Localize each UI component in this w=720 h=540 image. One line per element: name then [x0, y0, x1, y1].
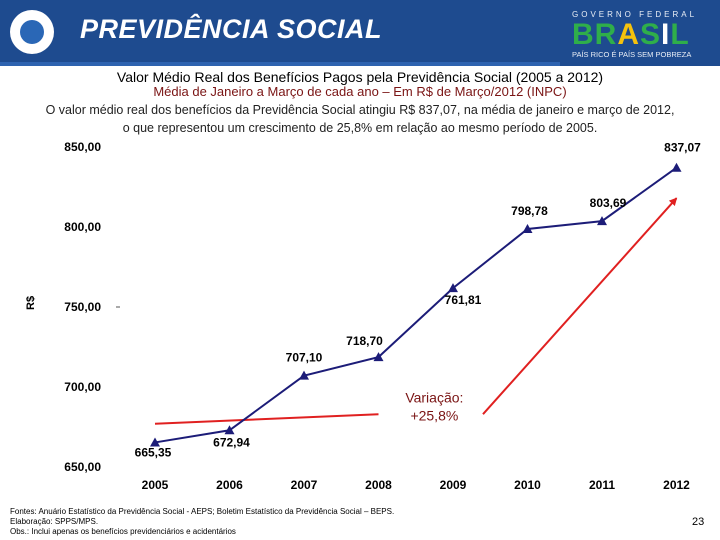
header-stripe — [0, 62, 720, 66]
variation-arrow-segment — [482, 197, 678, 415]
chart-description: O valor médio real dos benefícios da Pre… — [0, 101, 720, 137]
series-line — [154, 166, 678, 444]
brasil-letter-i: I — [661, 18, 671, 51]
x-tick-label: 2011 — [589, 478, 615, 492]
description-line-2: o que representou um crescimento de 25,8… — [122, 121, 598, 135]
footnote-sources: Fontes: Anuário Estatístico da Previdênc… — [10, 507, 395, 516]
x-tick-label: 2012 — [663, 478, 690, 492]
y-tick-label: 650,00 — [64, 460, 101, 474]
data-point-marker — [373, 352, 384, 362]
line-chart: R$ 650,00 700,00 750,00 800,00 850,00 2005 20… — [25, 140, 701, 492]
data-label: 665,35 — [135, 445, 172, 459]
brasil-letter-a: A — [617, 18, 641, 51]
government-logo — [560, 0, 720, 66]
page-number: 23 — [692, 516, 705, 528]
footnote-obs: Obs.: Inclui apenas os benefícios previd… — [10, 527, 236, 536]
government-label: GOVERNO FEDERAL — [572, 10, 698, 19]
data-point-marker — [224, 425, 235, 435]
x-tick-label: 2006 — [216, 478, 243, 492]
government-motto: PAÍS RICO É PAÍS SEM POBREZA — [572, 50, 692, 59]
data-label: 803,69 — [590, 196, 627, 210]
data-point-marker — [448, 283, 458, 293]
y-tick-label: 850,00 — [64, 140, 101, 154]
x-tick-label: 2009 — [440, 478, 467, 492]
data-label: 718,70 — [346, 334, 383, 348]
logo-emblem-icon — [20, 20, 44, 44]
y-axis-label: R$ — [25, 296, 37, 310]
brasil-letters-br: BR — [572, 18, 618, 51]
data-point-marker — [597, 216, 607, 226]
brasil-letter-s: S — [640, 18, 662, 51]
brand-title: PREVIDÊNCIA SOCIAL — [80, 14, 383, 44]
x-tick-label: 2008 — [365, 478, 392, 492]
data-point-marker — [299, 370, 309, 380]
data-point-marker — [671, 162, 682, 172]
data-label: 798,78 — [511, 204, 548, 218]
chart-title: Valor Médio Real dos Benefícios Pagos pe… — [116, 69, 604, 85]
brasil-wordmark: BRASIL — [572, 18, 690, 52]
data-label: 707,10 — [286, 351, 323, 365]
data-label: 761,81 — [445, 293, 482, 307]
x-tick-label: 2005 — [142, 478, 169, 492]
variation-arrow-segment — [154, 413, 379, 425]
data-point-marker — [150, 437, 160, 447]
x-tick-label: 2010 — [514, 478, 541, 492]
brasil-letter-l: L — [670, 18, 690, 51]
description-line-1: O valor médio real dos benefícios da Pre… — [45, 103, 675, 117]
data-point-marker — [522, 223, 533, 233]
data-label: 837,07 — [664, 141, 701, 155]
x-tick-label: 2007 — [291, 478, 318, 492]
y-tick-label: 700,00 — [64, 380, 101, 394]
variation-label: Variação: — [405, 390, 463, 406]
variation-value: +25,8% — [410, 408, 458, 424]
chart-subtitle: Média de Janeiro a Março de cada ano – E… — [153, 84, 567, 99]
footnote-elaboration: Elaboração: SPPS/MPS. — [10, 517, 99, 526]
y-tick-label: 800,00 — [64, 220, 101, 234]
data-label: 672,94 — [213, 435, 250, 449]
y-tick-label: 750,00 — [64, 300, 101, 314]
